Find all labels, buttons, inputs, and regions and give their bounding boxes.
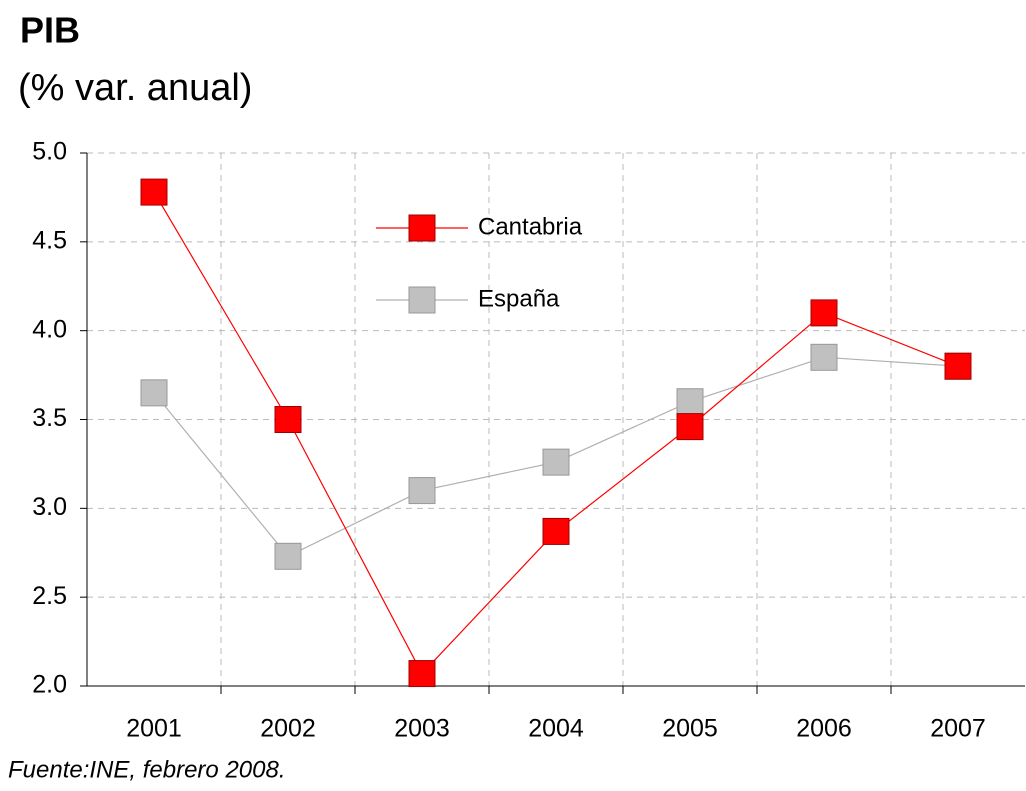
marker <box>408 660 436 688</box>
y-tick-label: 3.0 <box>32 493 67 521</box>
y-tick-label: 4.0 <box>32 315 67 343</box>
x-tick-label: 2007 <box>930 715 986 743</box>
x-tick-label: 2006 <box>796 715 852 743</box>
x-tick-label: 2002 <box>260 715 316 743</box>
x-tick-label: 2003 <box>394 715 450 743</box>
legend-label: Cantabria <box>478 213 583 240</box>
marker <box>274 542 302 570</box>
y-tick-label: 2.0 <box>32 671 67 699</box>
legend-label: España <box>478 285 560 312</box>
marker <box>542 448 570 476</box>
marker <box>676 388 704 416</box>
marker <box>810 343 838 371</box>
x-tick-label: 2005 <box>662 715 718 743</box>
y-tick-label: 3.5 <box>32 404 67 432</box>
x-tick-label: 2004 <box>528 715 584 743</box>
x-tick-label: 2001 <box>126 715 182 743</box>
marker <box>676 413 704 441</box>
y-tick-label: 4.5 <box>32 226 67 254</box>
marker <box>810 299 838 327</box>
chart-title: PIB <box>20 10 80 51</box>
marker <box>944 352 972 380</box>
marker <box>542 517 570 545</box>
marker <box>140 178 168 206</box>
chart-subtitle: (% var. anual) <box>18 67 252 109</box>
legend-marker <box>408 214 436 242</box>
marker <box>274 406 302 433</box>
y-tick-label: 2.5 <box>32 582 67 610</box>
marker <box>140 379 168 407</box>
source-note: Fuente:INE, febrero 2008. <box>8 756 286 783</box>
marker <box>408 477 436 505</box>
y-tick-label: 5.0 <box>32 138 67 166</box>
legend-marker <box>408 286 436 314</box>
